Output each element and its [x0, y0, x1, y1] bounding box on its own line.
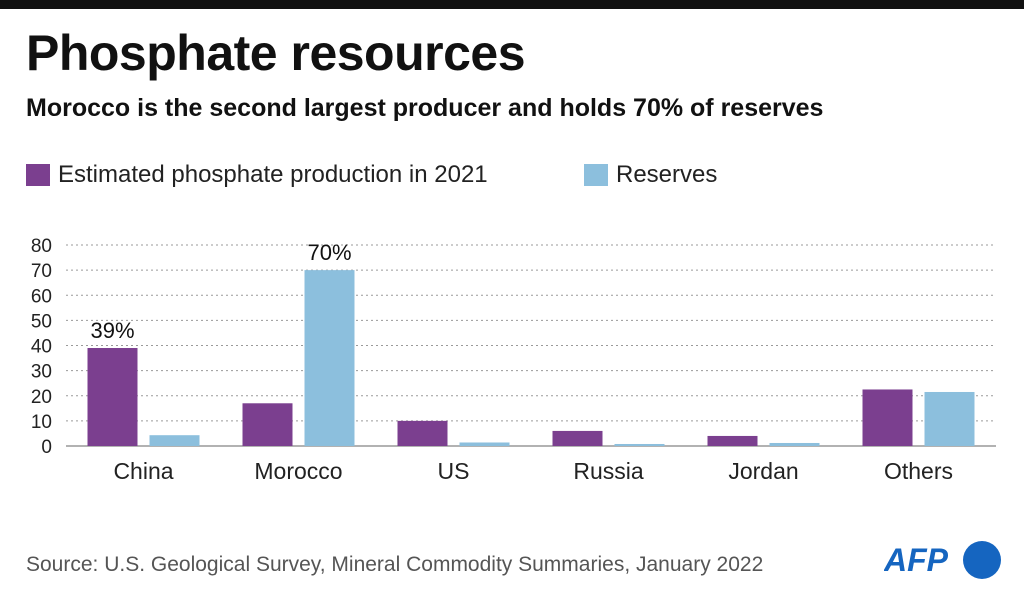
x-tick-label: US — [438, 458, 470, 484]
y-tick-label: 70 — [31, 261, 52, 282]
x-tick-label: Jordan — [728, 458, 798, 484]
data-label: 70% — [307, 240, 351, 265]
afp-logo: AFP — [884, 541, 1001, 579]
bar — [242, 403, 293, 446]
bar — [149, 435, 200, 446]
chart-title: Phosphate resources — [26, 25, 526, 81]
y-tick-label: 10 — [31, 412, 52, 433]
bar — [87, 348, 138, 446]
chart-subtitle: Morocco is the second largest producer a… — [26, 94, 824, 122]
bar — [552, 430, 603, 446]
bar — [862, 389, 913, 446]
y-tick-label: 50 — [31, 311, 52, 332]
afp-logo-text: AFP — [884, 542, 949, 578]
x-tick-label: China — [113, 458, 173, 484]
legend-label-production: Estimated phosphate production in 2021 — [58, 161, 488, 188]
bar — [924, 391, 975, 446]
y-tick-label: 80 — [31, 236, 52, 257]
bar — [614, 443, 665, 446]
bar — [769, 442, 820, 446]
legend-label-reserves: Reserves — [616, 161, 718, 188]
y-tick-label: 60 — [31, 286, 52, 307]
bar — [459, 442, 510, 446]
x-tick-label: Others — [884, 458, 953, 484]
top-rule — [0, 0, 1024, 9]
data-label: 39% — [90, 318, 134, 343]
x-tick-label: Russia — [573, 458, 644, 484]
bar — [707, 435, 758, 446]
bar-chart: 0 10 20 30 40 50 60 70 80 China Morocco US Russia Jor… — [31, 236, 996, 484]
legend-swatch-reserves — [584, 164, 608, 186]
y-tick-label: 20 — [31, 387, 52, 408]
y-tick-label: 40 — [31, 337, 52, 358]
bar — [397, 420, 448, 446]
legend-swatch-production — [26, 164, 50, 186]
y-tick-label: 30 — [31, 362, 52, 383]
y-tick-label: 0 — [41, 437, 52, 458]
bar — [304, 270, 355, 446]
x-tick-label: Morocco — [254, 458, 342, 484]
afp-logo-circle — [963, 541, 1001, 579]
source-note: Source: U.S. Geological Survey, Mineral … — [26, 553, 764, 576]
